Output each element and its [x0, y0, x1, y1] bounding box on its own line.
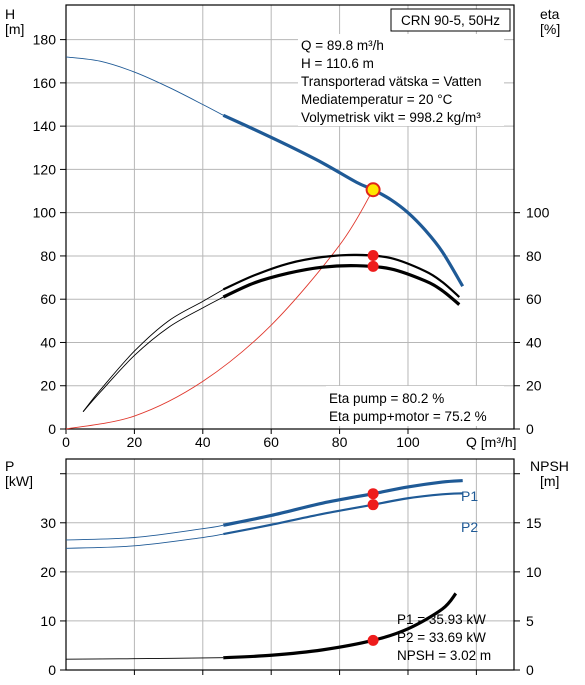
efficiency-info-bg	[326, 386, 504, 426]
top-x-tick-label: 60	[263, 434, 279, 450]
bottom-left-tick-label: 10	[40, 613, 56, 629]
top-plot-frame	[65, 4, 515, 430]
bottom-left-axis-unit: [kW]	[5, 473, 33, 489]
top-x-tick-label: 40	[195, 434, 211, 450]
bottom-panel: 0 10 20 30 0 5 10 15 P [kW] NPSH [m] P1 P2 P1 …	[5, 458, 569, 678]
top-right-tick-label: 0	[526, 421, 534, 437]
top-left-tick-label: 140	[33, 118, 57, 134]
bottom-right-ticks: 0 5 10 15	[133, 473, 542, 678]
eta-pump-motor-label: Eta pump+motor = 75.2 %	[329, 409, 487, 424]
info-p2: P2 = 33.69 kW	[397, 630, 486, 645]
info-temperature: Mediatemperatur = 20 °C	[301, 92, 453, 107]
top-left-tick-label: 120	[33, 161, 57, 177]
bottom-left-ticks: 0 10 20 30	[40, 473, 66, 678]
top-left-axis-label: H	[5, 6, 15, 22]
info-liquid: Transporterad vätska = Vatten	[301, 74, 481, 89]
top-x-ticks: 0 20 40 60 80 100	[62, 429, 420, 450]
bottom-right-tick-label: 10	[526, 564, 542, 580]
bottom-left-tick-label: 30	[40, 515, 56, 531]
duty-info: Q = 89.8 m³/h H = 110.6 m Transporterad …	[298, 34, 504, 126]
top-right-axis-label: eta	[540, 6, 560, 22]
duty-point-p2	[367, 499, 379, 511]
info-density: Volymetrisk vikt = 998.2 kg/m³	[301, 110, 481, 125]
top-right-tick-label: 100	[526, 205, 550, 221]
eta-pump-motor-curve	[222, 264, 461, 306]
eta-pump-curve-extended	[82, 289, 224, 412]
eta-pump-motor-curve-extended	[82, 296, 224, 412]
bottom-grid	[66, 459, 514, 670]
top-right-tick-label: 80	[526, 248, 542, 264]
p1-series-label: P1	[461, 488, 478, 504]
head-curve	[222, 113, 465, 288]
eta-pump-curve	[222, 253, 461, 298]
p2-series-label: P2	[461, 519, 478, 535]
bottom-left-tick-label: 20	[40, 564, 56, 580]
power-info: P1 = 35.93 kW P2 = 33.69 kW NPSH = 3.02 …	[397, 612, 491, 663]
efficiency-info: Eta pump = 80.2 % Eta pump+motor = 75.2 …	[326, 386, 504, 426]
top-right-tick-label: 20	[526, 378, 542, 394]
top-x-tick-label: 80	[332, 434, 348, 450]
info-p1: P1 = 35.93 kW	[397, 612, 486, 627]
bottom-right-tick-label: 0	[526, 662, 534, 678]
top-left-tick-label: 160	[33, 75, 57, 91]
npsh-curve-extended	[65, 657, 224, 660]
bottom-right-axis-unit: [m]	[540, 473, 559, 489]
p2-curve-extended	[65, 533, 224, 549]
top-left-tick-label: 100	[33, 205, 57, 221]
top-points	[365, 182, 381, 272]
top-left-tick-label: 40	[40, 334, 56, 350]
bottom-plot-frame	[65, 458, 515, 671]
eta-pump-label: Eta pump = 80.2 %	[329, 391, 444, 406]
info-flow: Q = 89.8 m³/h	[301, 38, 384, 53]
top-right-tick-label: 60	[526, 291, 542, 307]
top-right-ticks: 0 20 40 60 80 100	[514, 205, 550, 437]
info-head: H = 110.6 m	[301, 56, 374, 71]
duty-point-p1	[367, 488, 379, 500]
head-curve-extended	[65, 56, 224, 116]
top-right-tick-label: 40	[526, 334, 542, 350]
bottom-right-tick-label: 15	[526, 515, 542, 531]
top-x-tick-label: 100	[396, 434, 420, 450]
top-x-tick-label: 0	[62, 434, 70, 450]
duty-point-npsh	[367, 634, 379, 646]
top-left-tick-label: 80	[40, 248, 56, 264]
bottom-right-axis-label: NPSH	[530, 458, 569, 474]
system-curve	[65, 189, 374, 430]
x-axis-label: Q [m³/h]	[466, 434, 517, 450]
top-left-axis-unit: [m]	[5, 21, 24, 37]
p1-curve-extended	[65, 524, 224, 541]
info-npsh: NPSH = 3.02 m	[397, 648, 491, 663]
top-left-tick-label: 20	[40, 378, 56, 394]
top-left-tick-label: 0	[48, 421, 56, 437]
duty-point-eta-pump-motor	[367, 260, 379, 272]
top-x-tick-label: 20	[127, 434, 143, 450]
top-left-ticks: 0 20 40 60 80 100 120 140 160 180	[33, 32, 66, 437]
p1-curve	[222, 478, 463, 527]
bottom-right-tick-label: 5	[526, 613, 534, 629]
top-panel: 0 20 40 60 80 100 120 140 160 180 0 20 40 60 80 100 0 2…	[5, 4, 560, 450]
bottom-left-tick-label: 0	[48, 662, 56, 678]
chart-title: CRN 90-5, 50Hz	[401, 13, 500, 28]
bottom-left-axis-label: P	[5, 458, 14, 474]
bottom-points	[367, 488, 379, 646]
top-left-tick-label: 180	[33, 32, 57, 48]
top-right-axis-unit: [%]	[540, 21, 560, 37]
duty-point-head	[365, 182, 381, 198]
duty-point-eta-pump	[367, 250, 379, 262]
top-left-tick-label: 60	[40, 291, 56, 307]
chart-title-box	[390, 8, 511, 32]
duty-info-bg	[298, 34, 504, 126]
